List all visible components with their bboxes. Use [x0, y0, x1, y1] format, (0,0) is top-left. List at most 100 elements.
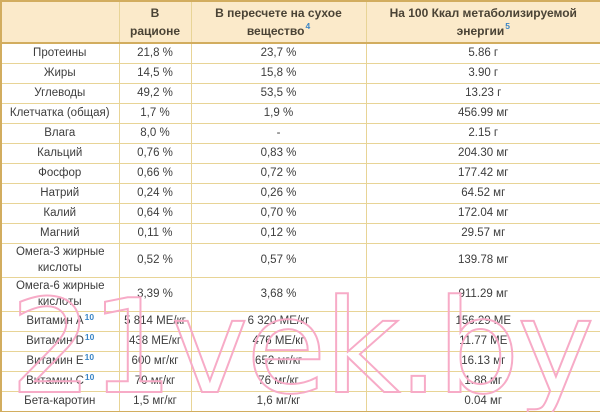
row-label: Калий	[0, 203, 120, 224]
row-label: Витамин D10	[0, 331, 120, 353]
value-dry-matter: 53,5 %	[190, 83, 367, 104]
table-row: Фосфор 0,66 % 0,72 % 177.42 мг	[0, 163, 600, 184]
table-row: Калий 0,64 % 0,70 % 172.04 мг	[0, 203, 600, 224]
table-row: Магний 0,11 % 0,12 % 29.57 мг	[0, 223, 600, 244]
value-per-100kcal: 456.99 мг	[365, 103, 600, 124]
header-row: В рационе В пересчете на сухое вещество4…	[0, 0, 600, 44]
row-label: Омега-6 жирные кислоты	[0, 277, 120, 313]
table-body: Протеины 21,8 % 23,7 % 5.86 г Жиры 14,5 …	[0, 42, 600, 412]
value-in-ration: 5 814 МЕ/кг	[118, 311, 192, 333]
header-label: В рационе	[129, 6, 180, 38]
value-dry-matter: 23,7 %	[190, 42, 367, 64]
value-dry-matter: 1,6 мг/кг	[190, 391, 367, 412]
value-per-100kcal: 3.90 г	[365, 63, 600, 84]
value-dry-matter: 476 МЕ/кг	[190, 331, 367, 353]
value-per-100kcal: 204.30 мг	[365, 143, 600, 164]
value-per-100kcal: 29.57 мг	[365, 223, 600, 244]
value-in-ration: 1,7 %	[118, 103, 192, 124]
footnote-marker: 10	[84, 371, 95, 382]
value-per-100kcal: 13.23 г	[365, 83, 600, 104]
table-header: В рационе В пересчете на сухое вещество4…	[0, 0, 600, 44]
value-dry-matter: 652 мг/кг	[190, 351, 367, 373]
value-dry-matter: 0,57 %	[190, 242, 367, 279]
header-per-100kcal: На 100 Ккал метаболизируемой энергии5	[365, 0, 600, 44]
footnote-marker: 4	[305, 21, 311, 31]
table-row: Натрий 0,24 % 0,26 % 64.52 мг	[0, 183, 600, 204]
table-row: Жиры 14,5 % 15,8 % 3.90 г	[0, 63, 600, 84]
table-row: Влага 8,0 % - 2.15 г	[0, 123, 600, 144]
footnote-marker: 10	[84, 331, 95, 342]
value-in-ration: 14,5 %	[118, 63, 192, 84]
value-per-100kcal: 177.42 мг	[365, 163, 600, 184]
value-in-ration: 49,2 %	[118, 83, 192, 104]
value-in-ration: 21,8 %	[118, 42, 192, 64]
value-in-ration: 1,5 мг/кг	[118, 391, 192, 412]
row-label: Углеводы	[0, 83, 120, 104]
row-label: Фосфор	[0, 163, 120, 184]
value-in-ration: 70 мг/кг	[118, 371, 192, 393]
value-per-100kcal: 0.04 мг	[365, 391, 600, 412]
value-dry-matter: 76 мг/кг	[190, 371, 367, 393]
table-row: Витамин E10 600 мг/кг 652 мг/кг 16.13 мг	[0, 351, 600, 373]
value-per-100kcal: 16.13 мг	[365, 351, 600, 373]
table-row: Бета-каротин 1,5 мг/кг 1,6 мг/кг 0.04 мг	[0, 391, 600, 412]
value-in-ration: 600 мг/кг	[118, 351, 192, 373]
row-label: Витамин C10	[0, 371, 120, 393]
value-in-ration: 0,11 %	[118, 223, 192, 244]
value-per-100kcal: 11.77 МЕ	[365, 331, 600, 353]
value-dry-matter: 0,83 %	[190, 143, 367, 164]
table-row: Витамин D10 438 МЕ/кг 476 МЕ/кг 11.77 МЕ	[0, 331, 600, 353]
footnote-marker: 10	[84, 311, 95, 322]
row-label: Бета-каротин	[0, 391, 120, 412]
value-in-ration: 0,52 %	[118, 242, 192, 279]
table-row: Углеводы 49,2 % 53,5 % 13.23 г	[0, 83, 600, 104]
value-in-ration: 0,24 %	[118, 183, 192, 204]
value-dry-matter: -	[190, 123, 367, 144]
value-per-100kcal: 2.15 г	[365, 123, 600, 144]
row-label: Витамин E10	[0, 351, 120, 373]
value-in-ration: 3,39 %	[118, 277, 192, 313]
value-dry-matter: 3,68 %	[190, 277, 367, 313]
row-label: Витамин A10	[0, 311, 120, 333]
header-in-ration: В рационе	[118, 0, 192, 44]
value-dry-matter: 6 320 МЕ/кг	[190, 311, 367, 333]
row-label: Влага	[0, 123, 120, 144]
value-dry-matter: 0,12 %	[190, 223, 367, 244]
value-in-ration: 8,0 %	[118, 123, 192, 144]
table-row: Омега-3 жирные кислоты 0,52 % 0,57 % 139…	[0, 242, 600, 279]
value-per-100kcal: 156.29 МЕ	[365, 311, 600, 333]
table-row: Протеины 21,8 % 23,7 % 5.86 г	[0, 42, 600, 64]
value-per-100kcal: 172.04 мг	[365, 203, 600, 224]
value-dry-matter: 0,26 %	[190, 183, 367, 204]
value-dry-matter: 15,8 %	[190, 63, 367, 84]
value-dry-matter: 0,72 %	[190, 163, 367, 184]
value-in-ration: 438 МЕ/кг	[118, 331, 192, 353]
value-per-100kcal: 911.29 мг	[365, 277, 600, 313]
value-in-ration: 0,64 %	[118, 203, 192, 224]
row-label: Клетчатка (общая)	[0, 103, 120, 124]
value-per-100kcal: 1.88 мг	[365, 371, 600, 393]
header-empty	[0, 0, 120, 44]
footnote-marker: 5	[505, 21, 510, 31]
value-dry-matter: 0,70 %	[190, 203, 367, 224]
table-row: Омега-6 жирные кислоты 3,39 % 3,68 % 911…	[0, 277, 600, 313]
value-per-100kcal: 64.52 мг	[365, 183, 600, 204]
row-label: Кальций	[0, 143, 120, 164]
row-label: Магний	[0, 223, 120, 244]
row-label: Натрий	[0, 183, 120, 204]
header-label: В пересчете на сухое вещество	[215, 6, 342, 38]
footnote-marker: 10	[84, 351, 95, 362]
row-label: Омега-3 жирные кислоты	[0, 242, 120, 279]
value-per-100kcal: 5.86 г	[365, 42, 600, 64]
value-per-100kcal: 139.78 мг	[365, 242, 600, 279]
header-label: На 100 Ккал метаболизируемой энергии	[389, 6, 577, 38]
header-dry-matter: В пересчете на сухое вещество4	[190, 0, 367, 44]
table-row: Клетчатка (общая) 1,7 % 1,9 % 456.99 мг	[0, 103, 600, 124]
value-in-ration: 0,76 %	[118, 143, 192, 164]
table-row: Витамин C10 70 мг/кг 76 мг/кг 1.88 мг	[0, 371, 600, 393]
table-row: Кальций 0,76 % 0,83 % 204.30 мг	[0, 143, 600, 164]
table-row: Витамин A10 5 814 МЕ/кг 6 320 МЕ/кг 156.…	[0, 311, 600, 333]
value-dry-matter: 1,9 %	[190, 103, 367, 124]
